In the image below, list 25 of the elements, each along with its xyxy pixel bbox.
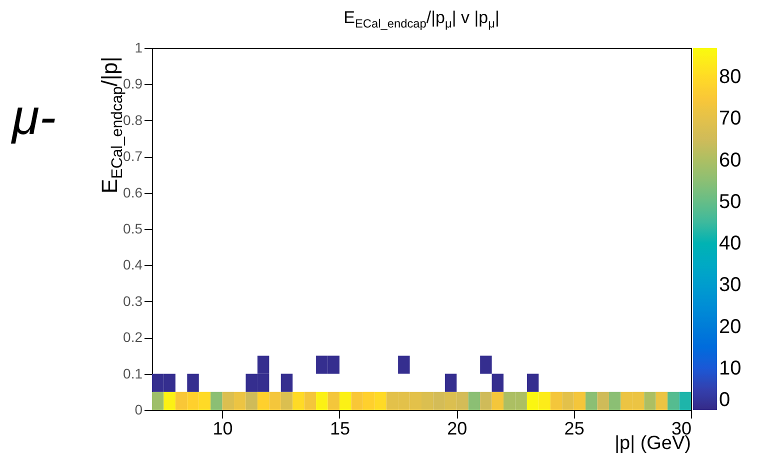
y-tick-label: 0.7	[123, 148, 143, 164]
x-tick-label: 10	[212, 418, 233, 438]
color-bar-label: 30	[719, 274, 742, 296]
color-bar-label: 70	[719, 108, 742, 130]
y-tick-label: 1	[134, 40, 143, 56]
color-bar-label: 20	[719, 316, 742, 338]
y-tick-label: 0.3	[123, 292, 143, 309]
y-tick-label: 0.8	[123, 112, 143, 128]
y-tick-label: 0.4	[123, 256, 143, 273]
y-tick-label: 0.9	[123, 76, 143, 92]
y-tick-label: 0.1	[123, 365, 143, 382]
x-tick-label: 15	[330, 418, 350, 438]
x-tick-label: 25	[564, 418, 584, 438]
color-bar-label: 60	[719, 149, 742, 172]
color-bar-label: 10	[719, 357, 742, 380]
color-bar-label: 40	[719, 232, 742, 255]
y-tick-label: 0.5	[123, 220, 143, 236]
y-tick-label: 0	[134, 402, 143, 418]
x-tick-label: 20	[447, 418, 468, 438]
text: μ-	[12, 88, 56, 146]
color-bar-label: 80	[719, 66, 742, 88]
y-tick-label: 0.2	[123, 329, 143, 346]
color-bar-label: 0	[719, 389, 730, 411]
chart-title: E$_{ECal_endcap}$/|p$_{μ}$| v |p$_{μ}$|	[342, 8, 500, 30]
color-bar-label: 50	[719, 190, 742, 213]
